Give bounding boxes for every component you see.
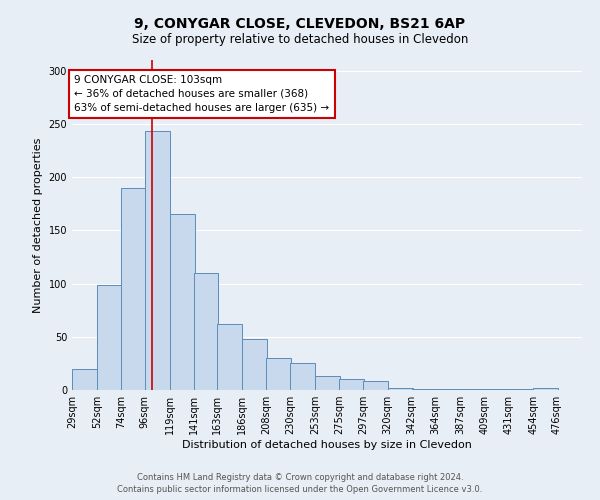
Bar (121, 188, 146, 390)
Bar (242, 339, 268, 390)
Text: Contains public sector information licensed under the Open Government Licence v3: Contains public sector information licen… (118, 485, 482, 494)
Bar (533, 388, 558, 390)
Bar (388, 388, 413, 390)
Bar (170, 214, 194, 390)
Text: 9, CONYGAR CLOSE, CLEVEDON, BS21 6AP: 9, CONYGAR CLOSE, CLEVEDON, BS21 6AP (134, 18, 466, 32)
Bar (339, 380, 364, 390)
Bar (290, 364, 315, 390)
Text: 9 CONYGAR CLOSE: 103sqm
← 36% of detached houses are smaller (368)
63% of semi-d: 9 CONYGAR CLOSE: 103sqm ← 36% of detache… (74, 75, 329, 113)
Bar (484, 389, 509, 390)
Bar (460, 389, 485, 390)
Bar (217, 324, 242, 390)
Bar (145, 132, 170, 390)
Bar (363, 382, 388, 390)
Bar (508, 389, 533, 390)
Bar (436, 389, 460, 390)
Bar (194, 273, 218, 390)
Bar (315, 376, 340, 390)
Bar (97, 284, 122, 390)
Bar (72, 368, 97, 390)
Bar (412, 389, 437, 390)
Text: Contains HM Land Registry data © Crown copyright and database right 2024.: Contains HM Land Registry data © Crown c… (137, 474, 463, 482)
Text: Size of property relative to detached houses in Clevedon: Size of property relative to detached ho… (132, 32, 468, 46)
Y-axis label: Number of detached properties: Number of detached properties (33, 138, 43, 312)
X-axis label: Distribution of detached houses by size in Clevedon: Distribution of detached houses by size … (182, 440, 472, 450)
Bar (266, 358, 291, 390)
